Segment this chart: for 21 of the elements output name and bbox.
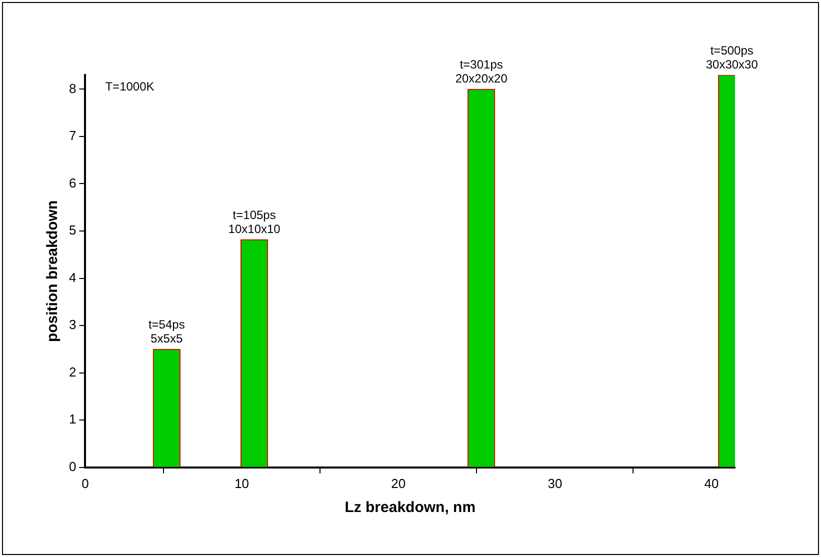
x-tick-label: 20 [391, 476, 406, 491]
y-axis-title: position breakdown [44, 200, 62, 342]
y-tick-label: 4 [68, 270, 76, 285]
y-tick-label: 5 [68, 222, 76, 238]
y-tick-label: 7 [68, 128, 76, 144]
y-tick-label: 2 [68, 364, 76, 380]
y-tick-label: 0 [68, 458, 76, 474]
x-tick-label: 30 [548, 476, 562, 491]
y-tick-label: 8 [68, 80, 76, 96]
y-tick-label: 3 [68, 317, 76, 332]
annotation: t=301ps 20x20x20 [455, 57, 508, 86]
annotation: t=54ps 5x5x5 [148, 318, 185, 346]
x-axis-title: Lz breakdown, nm [344, 499, 476, 516]
x-tick-label: 0 [82, 476, 89, 491]
annotation: T=1000K [105, 79, 154, 94]
y-tick-label: 1 [68, 412, 76, 427]
annotation: t=500ps 30x30x30 [706, 43, 758, 72]
annotation: t=105ps 10x10x10 [228, 208, 281, 236]
x-tick-label: 10 [234, 476, 250, 491]
y-tick-label: 6 [68, 175, 76, 190]
x-tick-label: 40 [704, 476, 719, 491]
